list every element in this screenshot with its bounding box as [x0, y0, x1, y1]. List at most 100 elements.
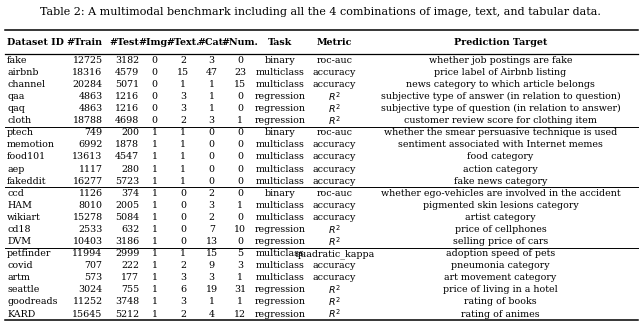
Text: binary: binary: [265, 128, 296, 137]
Text: regression: regression: [255, 237, 306, 246]
Text: price of living in a hotel: price of living in a hotel: [443, 285, 558, 294]
Text: 2533: 2533: [78, 225, 102, 234]
Text: seattle: seattle: [7, 285, 40, 294]
Text: roc-auc: roc-auc: [316, 189, 352, 198]
Text: 0: 0: [237, 213, 243, 222]
Text: multiclass: multiclass: [256, 152, 305, 162]
Text: accuracy: accuracy: [312, 273, 356, 282]
Text: qaa: qaa: [7, 92, 24, 101]
Text: 1216: 1216: [115, 104, 140, 113]
Text: whether ego-vehicles are involved in the accident: whether ego-vehicles are involved in the…: [381, 189, 620, 198]
Text: 1: 1: [237, 116, 243, 125]
Text: Metric: Metric: [317, 38, 352, 46]
Text: petfinder: petfinder: [7, 249, 51, 258]
Text: 3: 3: [180, 104, 186, 113]
Text: quadratic_kappa: quadratic_kappa: [294, 249, 374, 258]
Text: 1117: 1117: [79, 164, 102, 174]
Text: 707: 707: [84, 261, 102, 270]
Text: 280: 280: [122, 164, 140, 174]
Text: multiclass: multiclass: [256, 213, 305, 222]
Text: rating of books: rating of books: [464, 297, 537, 306]
Text: 2: 2: [180, 310, 186, 318]
Text: 20284: 20284: [72, 80, 102, 89]
Text: 0: 0: [237, 140, 243, 150]
Text: 15: 15: [234, 80, 246, 89]
Text: 0: 0: [209, 177, 215, 186]
Text: 10: 10: [234, 225, 246, 234]
Text: 1: 1: [152, 297, 158, 306]
Text: price label of Airbnb listing: price label of Airbnb listing: [435, 68, 566, 77]
Text: action category: action category: [463, 164, 538, 174]
Text: rating of animes: rating of animes: [461, 310, 540, 318]
Text: 3: 3: [209, 201, 215, 210]
Text: roc-auc: roc-auc: [316, 56, 352, 65]
Text: 0: 0: [237, 189, 243, 198]
Text: 11994: 11994: [72, 249, 102, 258]
Text: 0: 0: [209, 164, 215, 174]
Text: 2: 2: [209, 213, 215, 222]
Text: 1: 1: [152, 310, 158, 318]
Text: covid: covid: [7, 261, 33, 270]
Text: 4863: 4863: [78, 104, 102, 113]
Text: regression: regression: [255, 285, 306, 294]
Text: 1: 1: [237, 273, 243, 282]
Text: DVM: DVM: [7, 237, 31, 246]
Text: memotion: memotion: [7, 140, 55, 150]
Text: 0: 0: [152, 68, 158, 77]
Text: 5723: 5723: [115, 177, 140, 186]
Text: 1: 1: [152, 177, 158, 186]
Text: subjective type of question (in relation to answer): subjective type of question (in relation…: [381, 104, 620, 113]
Text: $R^2$: $R^2$: [328, 114, 340, 127]
Text: 6: 6: [180, 285, 186, 294]
Text: 5084: 5084: [115, 213, 140, 222]
Text: whether the smear persuasive technique is used: whether the smear persuasive technique i…: [384, 128, 617, 137]
Text: 0: 0: [209, 152, 215, 162]
Text: 10403: 10403: [72, 237, 102, 246]
Text: 1: 1: [180, 164, 186, 174]
Text: cloth: cloth: [7, 116, 31, 125]
Text: 9: 9: [209, 261, 215, 270]
Text: pneumonia category: pneumonia category: [451, 261, 550, 270]
Text: qaq: qaq: [7, 104, 25, 113]
Text: airbnb: airbnb: [7, 68, 38, 77]
Text: 1: 1: [180, 152, 186, 162]
Text: art movement category: art movement category: [444, 273, 557, 282]
Text: 16277: 16277: [72, 177, 102, 186]
Text: channel: channel: [7, 80, 45, 89]
Text: 12725: 12725: [72, 56, 102, 65]
Text: #Cat.: #Cat.: [197, 38, 227, 46]
Text: accuracy: accuracy: [312, 213, 356, 222]
Text: 3: 3: [180, 92, 186, 101]
Text: 2999: 2999: [115, 249, 140, 258]
Text: multiclass: multiclass: [256, 80, 305, 89]
Text: 749: 749: [84, 128, 102, 137]
Text: 1: 1: [152, 189, 158, 198]
Text: Task: Task: [268, 38, 292, 46]
Text: 15645: 15645: [72, 310, 102, 318]
Text: 15: 15: [205, 249, 218, 258]
Text: 15: 15: [177, 68, 189, 77]
Text: 7: 7: [209, 225, 215, 234]
Text: 5071: 5071: [115, 80, 140, 89]
Text: binary: binary: [265, 56, 296, 65]
Text: 15278: 15278: [72, 213, 102, 222]
Text: news category to which article belongs: news category to which article belongs: [406, 80, 595, 89]
Text: accuracy: accuracy: [312, 261, 356, 270]
Text: binary: binary: [265, 189, 296, 198]
Text: 0: 0: [237, 164, 243, 174]
Text: Dataset ID: Dataset ID: [7, 38, 64, 46]
Text: 0: 0: [237, 104, 243, 113]
Text: 5212: 5212: [115, 310, 140, 318]
Text: 0: 0: [152, 92, 158, 101]
Text: multiclass: multiclass: [256, 164, 305, 174]
Text: 1: 1: [237, 297, 243, 306]
Text: accuracy: accuracy: [312, 68, 356, 77]
Text: 0: 0: [237, 56, 243, 65]
Text: 200: 200: [122, 128, 140, 137]
Text: 632: 632: [121, 225, 140, 234]
Text: accuracy: accuracy: [312, 177, 356, 186]
Text: #Text.: #Text.: [166, 38, 200, 46]
Text: 0: 0: [237, 177, 243, 186]
Text: goodreads: goodreads: [7, 297, 58, 306]
Text: 4547: 4547: [115, 152, 140, 162]
